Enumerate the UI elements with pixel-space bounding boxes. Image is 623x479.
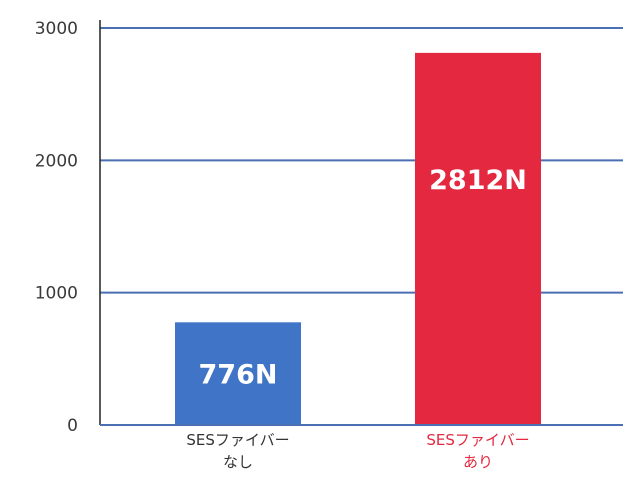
bar-value-label-1: 2812N [429, 165, 527, 196]
y-tick-label-3: 3000 [35, 19, 78, 39]
x-tick-label-1: SESファイバーあり [426, 431, 529, 471]
x-tick-label-0: SESファイバーなし [186, 431, 289, 471]
y-tick-label-0: 0 [67, 416, 78, 436]
bar-0 [175, 322, 301, 425]
bar-value-label-0: 776N [199, 360, 278, 391]
y-tick-label-1: 1000 [35, 284, 78, 304]
x-tick-label-1-line-0: SESファイバー [426, 431, 529, 449]
x-tick-label-0-line-1: なし [223, 453, 253, 471]
bar-1 [415, 52, 541, 426]
x-tick-label-1-line-1: あり [463, 453, 493, 471]
x-tick-label-0-line-0: SESファイバー [186, 431, 289, 449]
y-tick-label-2: 2000 [35, 151, 78, 171]
